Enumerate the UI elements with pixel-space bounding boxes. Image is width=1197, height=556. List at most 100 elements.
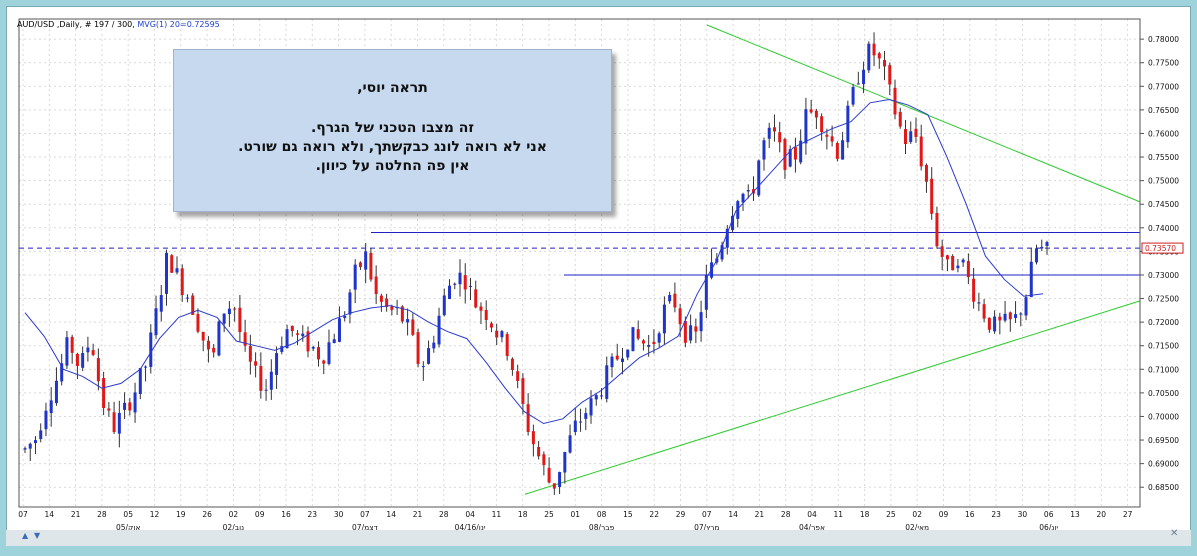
candle-up bbox=[353, 264, 357, 290]
candle-down bbox=[484, 309, 488, 320]
candle-down bbox=[652, 341, 656, 345]
candle-up bbox=[909, 131, 913, 143]
candle-up bbox=[1003, 313, 1007, 321]
candle-up bbox=[610, 356, 614, 368]
candle-down bbox=[547, 467, 551, 483]
y-tick-label: 0.70000 bbox=[1148, 412, 1179, 421]
x-tick-label: 11 bbox=[834, 510, 844, 519]
candle-up bbox=[81, 353, 85, 368]
close-icon[interactable]: ✕ bbox=[1170, 528, 1179, 539]
candle-up bbox=[332, 339, 336, 344]
candle-up bbox=[337, 318, 341, 342]
candle-up bbox=[154, 308, 158, 336]
y-tick-label: 0.77500 bbox=[1148, 59, 1179, 68]
candle-down bbox=[170, 255, 174, 273]
x-tick-label: 14 bbox=[386, 510, 396, 519]
candle-up bbox=[327, 342, 331, 364]
candle-up bbox=[222, 313, 226, 324]
candle-up bbox=[453, 283, 457, 285]
candle-up bbox=[993, 316, 997, 332]
x-tick-label: 25 bbox=[544, 510, 554, 519]
candle-down bbox=[945, 255, 949, 260]
x-tick-label: 19 bbox=[176, 510, 186, 519]
candle-up bbox=[285, 329, 289, 349]
candle-down bbox=[495, 330, 499, 338]
candle-up bbox=[117, 412, 121, 434]
candle-down bbox=[75, 353, 79, 366]
x-month-label: 02/מאי bbox=[905, 523, 929, 532]
y-tick-label: 0.71500 bbox=[1148, 342, 1179, 351]
x-tick-label: 07 bbox=[702, 510, 712, 519]
x-tick-label: 28 bbox=[781, 510, 791, 519]
candle-up bbox=[647, 344, 651, 347]
y-tick-label: 0.78000 bbox=[1148, 35, 1179, 44]
candle-down bbox=[510, 358, 514, 370]
price-chart[interactable]: 07 14 21 28 05 12 19 26 02 09 16 23 30 07 14 21 28 04 11 18… bbox=[7, 7, 1190, 545]
horizontal-scrollbar[interactable] bbox=[6, 530, 1191, 546]
candle-up bbox=[620, 358, 624, 362]
x-tick-label: 21 bbox=[71, 510, 81, 519]
x-tick-label: 02 bbox=[912, 510, 922, 519]
x-tick-label: 16 bbox=[281, 510, 291, 519]
candle-up bbox=[573, 420, 577, 433]
candle-up bbox=[804, 109, 808, 144]
candle-down bbox=[972, 278, 976, 302]
scroll-right-icon[interactable]: ▼ bbox=[34, 531, 41, 540]
scroll-left-icon[interactable]: ▲ bbox=[22, 531, 29, 540]
candle-down bbox=[322, 360, 326, 364]
x-tick-label: 28 bbox=[97, 510, 107, 519]
x-month-label: 02/נוב bbox=[223, 523, 244, 532]
candle-up bbox=[579, 421, 583, 423]
candle-down bbox=[400, 306, 404, 322]
candle-up bbox=[217, 321, 221, 356]
candle-up bbox=[977, 302, 981, 304]
candle-down bbox=[898, 111, 902, 127]
y-tick-label: 0.74000 bbox=[1148, 224, 1179, 233]
x-tick-label: 01 bbox=[571, 510, 581, 519]
candle-down bbox=[914, 128, 918, 137]
candle-up bbox=[584, 413, 588, 419]
candle-up bbox=[605, 365, 609, 399]
candle-up bbox=[144, 366, 148, 368]
candle-up bbox=[269, 371, 273, 390]
candle-up bbox=[49, 400, 53, 413]
candle-up bbox=[60, 363, 64, 382]
candle-down bbox=[809, 109, 813, 113]
y-tick-label: 0.75500 bbox=[1148, 153, 1179, 162]
candles bbox=[23, 32, 1049, 495]
candle-down bbox=[70, 336, 74, 353]
x-tick-label: 21 bbox=[413, 510, 423, 519]
candle-down bbox=[254, 361, 258, 366]
candle-up bbox=[86, 347, 90, 353]
candle-up bbox=[704, 274, 708, 310]
candle-down bbox=[191, 295, 195, 315]
candle-down bbox=[678, 308, 682, 325]
candle-down bbox=[316, 347, 320, 360]
x-tick-label: 22 bbox=[649, 510, 659, 519]
candle-up bbox=[185, 297, 189, 299]
candle-down bbox=[233, 308, 237, 310]
candle-down bbox=[290, 325, 294, 332]
candle-up bbox=[133, 392, 137, 413]
candle-up bbox=[39, 430, 43, 440]
candle-down bbox=[212, 347, 216, 353]
candle-down bbox=[673, 293, 677, 308]
candle-down bbox=[872, 43, 876, 56]
moving-average bbox=[24, 98, 1044, 425]
x-tick-label: 26 bbox=[202, 510, 212, 519]
candle-up bbox=[956, 265, 960, 269]
x-tick-label: 14 bbox=[728, 510, 738, 519]
candle-up bbox=[788, 149, 792, 167]
candle-up bbox=[631, 327, 635, 352]
candle-up bbox=[175, 268, 179, 273]
candle-down bbox=[935, 212, 939, 247]
candle-down bbox=[369, 252, 373, 280]
candle-up bbox=[558, 472, 562, 487]
chart-window: 07 14 21 28 05 12 19 26 02 09 16 23 30 07 14 21 28 04 11 18… bbox=[6, 6, 1191, 546]
x-tick-label: 04 bbox=[465, 510, 475, 519]
candle-down bbox=[479, 306, 483, 311]
candle-up bbox=[1024, 297, 1028, 316]
candle-up bbox=[856, 83, 860, 85]
x-tick-label: 07 bbox=[360, 510, 370, 519]
trendlines bbox=[19, 24, 1141, 495]
